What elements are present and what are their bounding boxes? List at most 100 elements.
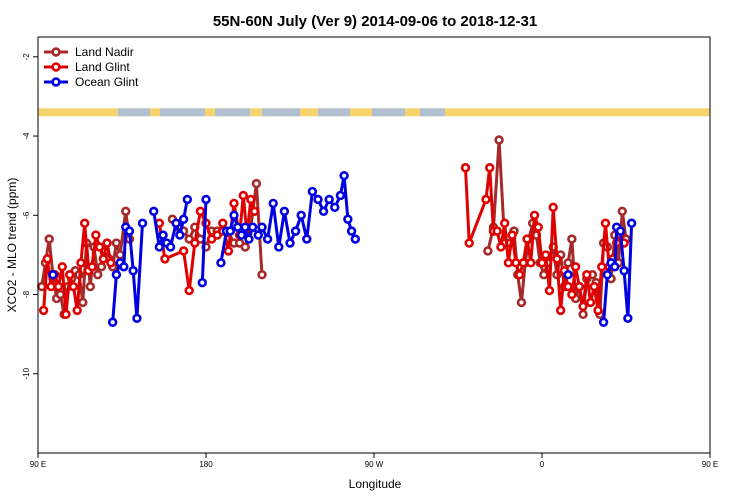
y-tick-label: -8 — [22, 290, 31, 298]
data-point — [302, 234, 312, 244]
data-point — [197, 277, 207, 288]
data-point — [615, 226, 626, 236]
chart-title: 55N-60N July (Ver 9) 2014-09-06 to 2018-… — [213, 13, 537, 30]
y-tick-label: -6 — [22, 211, 31, 219]
data-point — [563, 270, 573, 280]
data-point — [496, 242, 506, 252]
data-point — [346, 226, 357, 236]
ocean-patch — [160, 108, 205, 117]
data-point — [46, 281, 56, 292]
data-point — [503, 258, 514, 268]
data-point — [44, 234, 54, 244]
data-point — [279, 206, 290, 217]
data-point — [165, 242, 176, 252]
data-point — [318, 206, 329, 217]
data-point — [38, 305, 49, 316]
data-point — [598, 317, 609, 327]
data-point — [111, 238, 122, 248]
data-point — [178, 246, 189, 256]
data-point — [330, 202, 340, 213]
data-point — [343, 214, 353, 224]
data-point — [563, 281, 573, 292]
data-point — [492, 226, 502, 236]
data-point — [171, 218, 181, 228]
ocean-patch — [215, 108, 250, 117]
data-point — [61, 309, 71, 320]
data-point — [544, 285, 555, 296]
data-point — [313, 194, 323, 205]
data-point — [296, 210, 306, 220]
y-axis-label: XCO2 - MLO trend (ppm) — [5, 178, 19, 313]
data-point — [567, 289, 577, 300]
y-tick-label: -2 — [22, 53, 31, 61]
legend-swatch-marker — [51, 47, 61, 57]
series-layer — [37, 135, 637, 327]
data-point — [507, 230, 517, 240]
data-point — [485, 163, 495, 173]
data-point — [499, 218, 510, 228]
data-point — [246, 194, 256, 205]
data-point — [249, 206, 260, 217]
data-point — [216, 258, 226, 268]
ocean-patch — [318, 108, 350, 117]
data-point — [182, 194, 193, 205]
data-point — [251, 178, 262, 189]
data-point — [201, 194, 211, 205]
y-tick-label: -10 — [22, 367, 31, 379]
ocean-patch — [420, 108, 445, 117]
data-point — [106, 258, 116, 268]
legend-label: Ocean Glint — [75, 75, 139, 89]
data-point — [190, 238, 200, 248]
data-point — [335, 190, 346, 201]
data-point — [137, 218, 148, 228]
data-point — [240, 222, 250, 232]
data-point — [149, 206, 159, 217]
data-point — [225, 226, 235, 236]
y-tick-label: -4 — [22, 132, 31, 140]
data-point — [175, 230, 185, 240]
data-point — [119, 262, 129, 272]
series-ocean-glint — [48, 170, 637, 327]
data-point — [307, 186, 318, 197]
data-point — [233, 222, 243, 232]
data-point — [93, 270, 103, 280]
data-point — [68, 281, 79, 292]
data-point — [79, 218, 90, 228]
data-point — [229, 210, 239, 220]
x-tick-label: 0 — [540, 460, 545, 469]
x-tick-label: 180 — [199, 460, 213, 469]
data-point — [42, 254, 53, 264]
data-point — [98, 254, 109, 264]
land-ocean-strip — [38, 108, 710, 117]
data-point — [516, 297, 527, 308]
data-point — [511, 258, 521, 268]
legend-swatch-marker — [51, 62, 61, 72]
data-point — [236, 230, 247, 240]
x-tick-label: 90 W — [365, 460, 384, 469]
ocean-patch — [118, 108, 150, 117]
data-point — [578, 301, 588, 312]
data-point — [460, 163, 471, 173]
data-point — [626, 218, 637, 228]
data-point — [514, 270, 525, 280]
data-point — [268, 198, 278, 209]
data-point — [184, 285, 194, 296]
data-point — [160, 254, 170, 264]
data-point — [53, 281, 64, 292]
data-point — [91, 230, 101, 240]
data-point — [107, 317, 118, 327]
x-tick-label: 90 E — [702, 460, 718, 469]
data-point — [494, 135, 504, 145]
ocean-patch — [262, 108, 300, 117]
data-point — [483, 246, 493, 256]
data-point — [552, 254, 562, 264]
data-point — [578, 309, 588, 320]
series-line — [464, 166, 626, 312]
data-point — [593, 305, 603, 316]
data-point — [518, 258, 529, 268]
data-point — [585, 297, 596, 308]
x-tick-label: 90 E — [30, 460, 46, 469]
data-point — [78, 297, 88, 308]
